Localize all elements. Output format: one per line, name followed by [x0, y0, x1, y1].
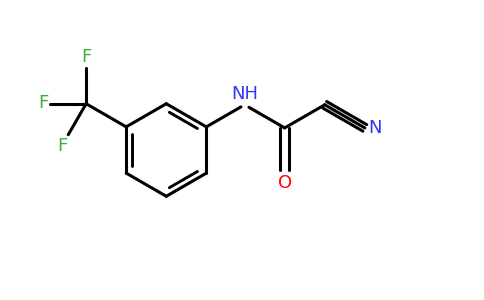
Text: O: O — [278, 174, 292, 192]
Text: F: F — [81, 48, 91, 66]
Text: F: F — [57, 137, 67, 155]
Text: N: N — [368, 119, 382, 137]
Text: F: F — [38, 94, 48, 112]
Text: NH: NH — [231, 85, 258, 103]
